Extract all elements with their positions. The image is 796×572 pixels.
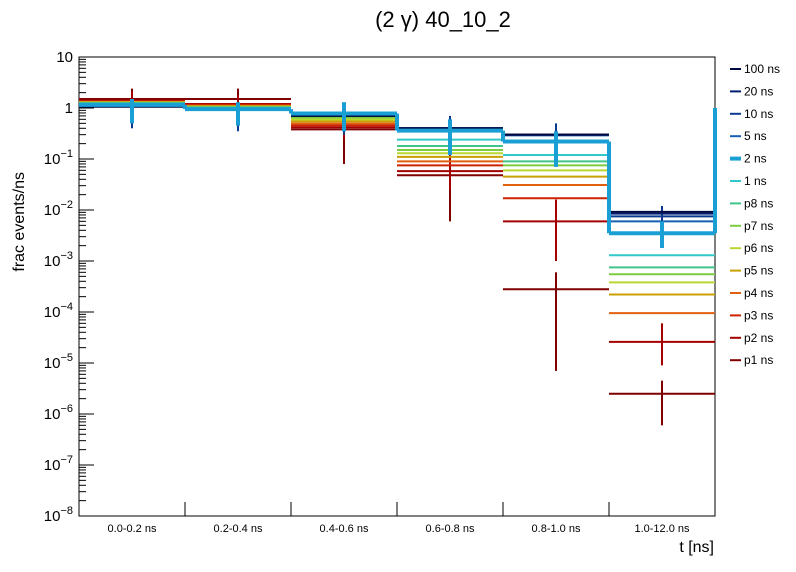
x-category-label: 0.2-0.4 ns — [214, 523, 263, 535]
legend-label: 10 ns — [744, 107, 773, 121]
y-tick-label: 10−6 — [44, 403, 73, 423]
legend-entry: 10 ns — [730, 107, 773, 121]
y-tick-label: 10−7 — [44, 454, 73, 474]
chart-title: (2 γ) 40_10_2 — [375, 7, 511, 32]
legend-entry: p5 ns — [730, 264, 773, 278]
x-category-label: 0.6-0.8 ns — [426, 523, 475, 535]
legend-label: 2 ns — [744, 152, 767, 166]
legend-entry: p4 ns — [730, 286, 773, 300]
legend-entry: 1 ns — [730, 174, 767, 188]
y-tick-label: 10−8 — [44, 505, 73, 525]
y-tick-label: 10−3 — [44, 250, 73, 270]
legend-entry: p8 ns — [730, 196, 773, 210]
legend-entry: p7 ns — [730, 219, 773, 233]
series-2-ns — [79, 99, 717, 248]
legend-entry: 100 ns — [730, 62, 780, 76]
y-tick-label: 10−1 — [44, 148, 73, 168]
y-tick-label: 10−2 — [44, 199, 73, 219]
y-tick-label: 1 — [65, 100, 73, 117]
legend-entry: p2 ns — [730, 331, 773, 345]
legend-label: 5 ns — [744, 129, 767, 143]
legend: 100 ns 20 ns 10 ns 5 ns 2 ns 1 ns p8 ns p7 ns p6… — [730, 62, 780, 367]
legend-label: p8 ns — [744, 196, 773, 210]
legend-label: p7 ns — [744, 219, 773, 233]
y-tick-label: 10−4 — [44, 301, 73, 321]
x-category-label: 0.0-0.2 ns — [108, 523, 157, 535]
legend-label: p5 ns — [744, 264, 773, 278]
legend-entry: 2 ns — [730, 152, 767, 166]
x-category-label: 0.4-0.6 ns — [320, 523, 369, 535]
legend-label: p2 ns — [744, 331, 773, 345]
y-tick-label: 10 — [56, 49, 73, 66]
legend-label: p4 ns — [744, 286, 773, 300]
legend-label: 100 ns — [744, 62, 780, 76]
legend-entry: p3 ns — [730, 308, 773, 322]
x-category-label: 1.0-12.0 ns — [634, 523, 690, 535]
legend-label: p1 ns — [744, 353, 773, 367]
legend-label: 1 ns — [744, 174, 767, 188]
y-axis-label: frac events/ns — [11, 172, 28, 272]
x-axis-label: t [ns] — [679, 539, 714, 556]
legend-label: p3 ns — [744, 308, 773, 322]
legend-label: 20 ns — [744, 84, 773, 98]
y-tick-label: 10−5 — [44, 352, 73, 372]
legend-label: p6 ns — [744, 241, 773, 255]
legend-entry: p1 ns — [730, 353, 773, 367]
legend-entry: p6 ns — [730, 241, 773, 255]
plot-area: 10−8 10−7 10−6 10−5 10−4 10−3 10−2 10−1 1 10 0.0-0… — [44, 49, 717, 535]
legend-entry: 5 ns — [730, 129, 767, 143]
legend-entry: 20 ns — [730, 84, 773, 98]
x-category-label: 0.8-1.0 ns — [532, 523, 581, 535]
